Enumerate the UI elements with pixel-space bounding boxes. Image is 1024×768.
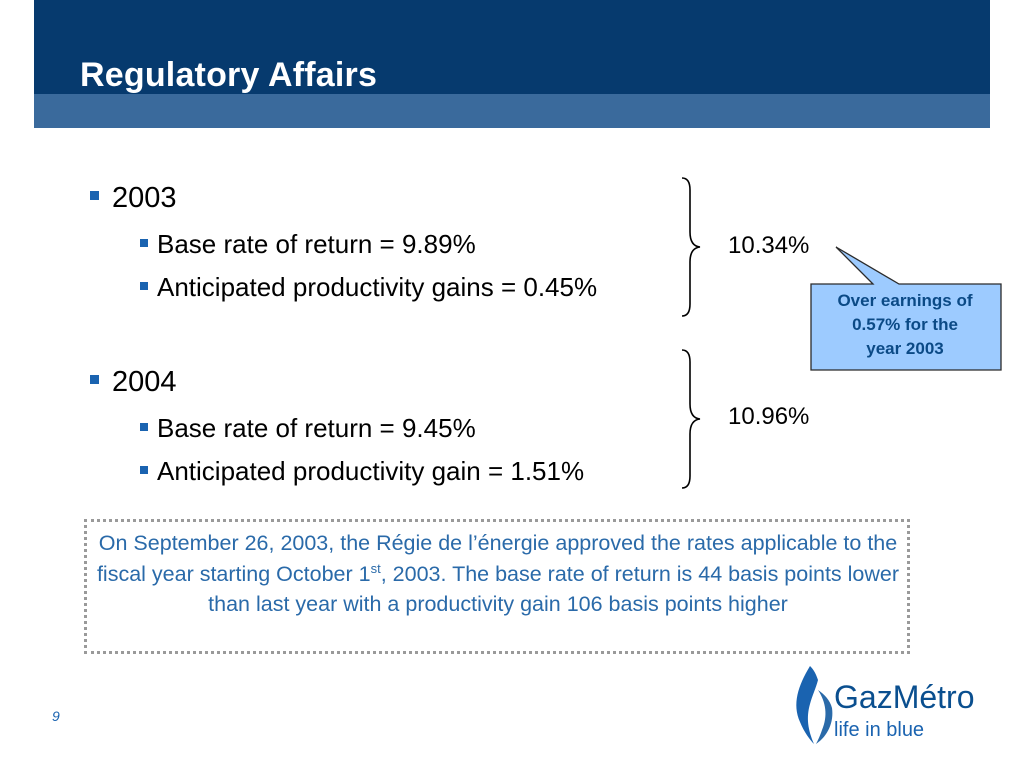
callout-text: Over earnings of 0.57% for the year 2003 bbox=[812, 289, 998, 361]
right-brace-icon bbox=[681, 349, 701, 489]
sub-bullet: Base rate of return = 9.45% bbox=[140, 413, 476, 444]
callout-line: year 2003 bbox=[866, 339, 944, 358]
bullet-square-icon bbox=[140, 282, 148, 291]
page-number: 9 bbox=[52, 708, 60, 724]
sub-bullet-text: Anticipated productivity gain = 1.51% bbox=[157, 456, 585, 486]
gazmetro-logo: GazMétro life in blue bbox=[796, 666, 974, 744]
bullet-square-icon bbox=[140, 466, 148, 475]
header-bar bbox=[34, 0, 990, 94]
slide-title: Regulatory Affairs bbox=[80, 56, 378, 94]
bullet-square-icon bbox=[90, 374, 99, 384]
sub-bullet-text: Base rate of return = 9.45% bbox=[157, 413, 476, 443]
note-superscript: st bbox=[370, 560, 381, 576]
sub-bullet: Anticipated productivity gain = 1.51% bbox=[140, 456, 584, 487]
sub-bullet: Anticipated productivity gains = 0.45% bbox=[140, 272, 597, 303]
note-box bbox=[84, 519, 910, 654]
sub-bullet: Base rate of return = 9.89% bbox=[140, 229, 476, 260]
header-subbar bbox=[34, 94, 990, 128]
sub-bullet-text: Anticipated productivity gains = 0.45% bbox=[157, 272, 598, 302]
right-brace-icon bbox=[681, 177, 701, 317]
flame-icon bbox=[796, 666, 833, 744]
bullet-square-icon bbox=[140, 239, 148, 248]
total-rate-2003: 10.34% bbox=[728, 232, 810, 259]
callout-bubble bbox=[810, 246, 1002, 371]
logo-wordmark: GazMétro bbox=[834, 679, 974, 715]
logo-tagline: life in blue bbox=[834, 719, 924, 741]
callout-line: 0.57% for the bbox=[852, 315, 958, 334]
callout-line: Over earnings of bbox=[837, 291, 973, 310]
note-text: On September 26, 2003, the Régie de l’én… bbox=[95, 528, 901, 620]
bullet-year-2003: 2003 bbox=[90, 182, 177, 215]
bullet-square-icon bbox=[90, 190, 99, 200]
year-label: 2004 bbox=[112, 366, 177, 398]
total-rate-2004: 10.96% bbox=[728, 403, 810, 430]
bullet-year-2004: 2004 bbox=[90, 366, 177, 399]
note-part1: On September 26, 2003, the Régie de l’én… bbox=[96, 531, 898, 586]
sub-bullet-text: Base rate of return = 9.89% bbox=[157, 229, 476, 259]
year-label: 2003 bbox=[112, 182, 177, 214]
note-part2: , 2003. The base rate of return is 44 ba… bbox=[208, 561, 900, 617]
bullet-square-icon bbox=[140, 423, 148, 432]
